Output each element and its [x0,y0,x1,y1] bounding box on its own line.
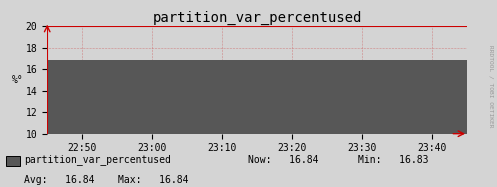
Title: partition_var_percentused: partition_var_percentused [153,11,362,25]
Text: RRDTOOL / TOBI OETIKER: RRDTOOL / TOBI OETIKER [489,45,494,127]
Text: Now:   16.84: Now: 16.84 [248,155,319,165]
Text: Avg:   16.84    Max:   16.84: Avg: 16.84 Max: 16.84 [24,174,188,185]
Text: partition_var_percentused: partition_var_percentused [24,154,171,165]
Bar [6,156,20,166]
Y-axis label: %°: %° [11,75,23,85]
Text: Min:   16.83: Min: 16.83 [358,155,428,165]
